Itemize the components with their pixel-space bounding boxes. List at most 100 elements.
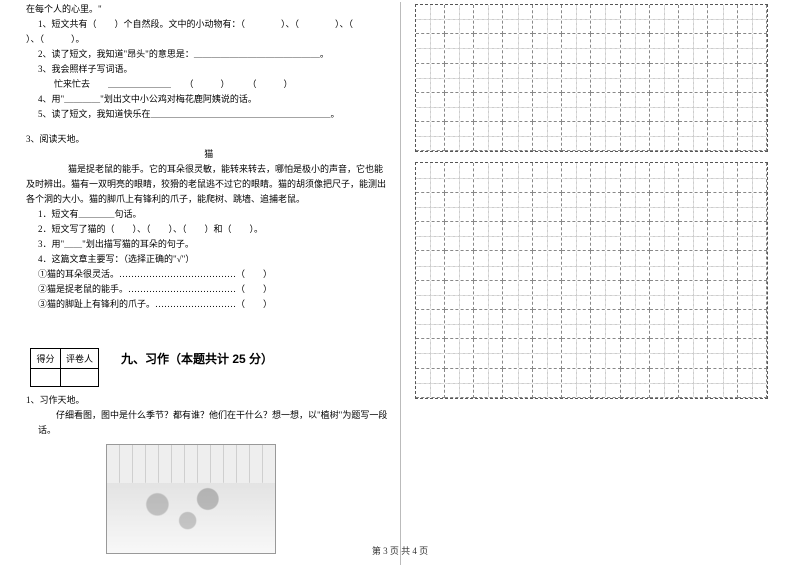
q1-line2: ）、（ ）。 (26, 32, 392, 47)
page-footer: 第 3 页 共 4 页 (0, 544, 800, 557)
q1-line1: 1、短文共有（ ）个自然段。文中的小动物有：（ ）、（ ）、（ (26, 17, 392, 32)
grid-cell (591, 310, 620, 339)
grid-cell (445, 281, 474, 310)
grid-cell (533, 222, 562, 251)
writing-grid-2 (415, 162, 769, 398)
grid-cell (503, 5, 532, 34)
grid-cell (416, 369, 445, 398)
grid-cell (474, 64, 503, 93)
grid-cell (621, 163, 650, 192)
grid-cell (416, 163, 445, 192)
grid-cell (503, 64, 532, 93)
grid-cell (591, 64, 620, 93)
grid-cell (533, 339, 562, 368)
grid-cell (738, 122, 767, 151)
grid-cell (708, 5, 737, 34)
grid-cell (533, 122, 562, 151)
grid-cell (621, 122, 650, 151)
cat-q3: 3．用"＿＿"划出描写猫的耳朵的句子。 (26, 237, 392, 252)
grid-cell (503, 122, 532, 151)
section-9-title: 九、习作（本题共计 25 分） (121, 350, 273, 367)
grid-cell (562, 310, 591, 339)
grid-cell (650, 93, 679, 122)
grid-cell (503, 34, 532, 63)
grid-cell (708, 310, 737, 339)
grid-cell (445, 34, 474, 63)
grid-cell (562, 163, 591, 192)
grid-cell (474, 251, 503, 280)
q3a: 3、我会照样子写词语。 (26, 62, 392, 77)
grid-cell (708, 339, 737, 368)
marker-cell (61, 369, 99, 387)
grid-cell (679, 34, 708, 63)
q5: 5、读了短文，我知道快乐在＿＿＿＿＿＿＿＿＿＿＿＿＿＿＿＿＿＿＿＿。 (26, 107, 392, 122)
grid-cell (679, 64, 708, 93)
grid-cell (533, 34, 562, 63)
grid-cell (445, 93, 474, 122)
cat-paragraph: 猫是捉老鼠的能手。它的耳朵很灵敏，能转来转去，哪怕是极小的声音，它也能及时辨出。… (26, 162, 392, 207)
grid-cell (708, 163, 737, 192)
grid-cell (533, 193, 562, 222)
grid-cell (679, 339, 708, 368)
score-table: 得分 评卷人 (30, 348, 99, 387)
grid-cell (679, 310, 708, 339)
grid-cell (533, 251, 562, 280)
grid-cell (621, 222, 650, 251)
grid-cell (416, 5, 445, 34)
grid-cell (621, 369, 650, 398)
grid-cell (708, 281, 737, 310)
grid-cell (650, 369, 679, 398)
grid-cell (591, 339, 620, 368)
grid-cell (708, 251, 737, 280)
grid-cell (650, 122, 679, 151)
grid-cell (708, 369, 737, 398)
grid-cell (562, 222, 591, 251)
cat-q1: 1．短文有＿＿＿＿句话。 (26, 207, 392, 222)
cat-q4-opt2: ②猫是捉老鼠的能手。………………………………（ ） (26, 282, 392, 297)
grid-cell (650, 222, 679, 251)
grid-cell (621, 93, 650, 122)
grid-cell (591, 222, 620, 251)
q4: 4、用"＿＿＿＿"划出文中小公鸡对梅花鹿阿姨说的话。 (26, 92, 392, 107)
grid-cell (416, 310, 445, 339)
grid-cell (562, 193, 591, 222)
cat-q4: 4．这篇文章主要写：（选择正确的"√"） (26, 252, 392, 267)
grid-cell (708, 64, 737, 93)
grid-cell (591, 281, 620, 310)
grid-cell (591, 34, 620, 63)
grid-cell (679, 122, 708, 151)
marker-label: 评卷人 (61, 349, 99, 369)
grid-cell (416, 64, 445, 93)
grid-cell (738, 369, 767, 398)
score-cell (31, 369, 61, 387)
grid-cell (416, 281, 445, 310)
grid-cell (474, 281, 503, 310)
grid-cell (503, 93, 532, 122)
cat-q4-opt3: ③猫的脚趾上有锋利的爪子。………………………（ ） (26, 297, 392, 312)
grid-cell (738, 64, 767, 93)
cat-q2: 2．短文写了猫的（ ）、（ ）、（ ）和（ ）。 (26, 222, 392, 237)
grid-cell (621, 34, 650, 63)
grid-cell (503, 310, 532, 339)
grid-cell (474, 339, 503, 368)
cat-q4-opt1: ①猫的耳朵很灵活。…………………………………（ ） (26, 267, 392, 282)
grid-cell (562, 281, 591, 310)
grid-cell (738, 93, 767, 122)
grid-cell (591, 251, 620, 280)
grid-cell (503, 251, 532, 280)
grid-cell (621, 5, 650, 34)
grid-cell (445, 193, 474, 222)
grid-cell (533, 5, 562, 34)
grid-cell (738, 34, 767, 63)
q3b: 忙来忙去 ＿＿＿＿＿＿＿ （ ） （ ） (26, 77, 392, 92)
grid-cell (445, 369, 474, 398)
grid-cell (474, 34, 503, 63)
prelude-text: 在每个人的心里。" (26, 2, 392, 17)
grid-cell (591, 5, 620, 34)
grid-cell (445, 64, 474, 93)
grid-cell (679, 5, 708, 34)
grid-cell (562, 251, 591, 280)
grid-cell (445, 339, 474, 368)
section-9-row: 得分 评卷人 九、习作（本题共计 25 分） (26, 330, 392, 387)
grid-cell (621, 339, 650, 368)
